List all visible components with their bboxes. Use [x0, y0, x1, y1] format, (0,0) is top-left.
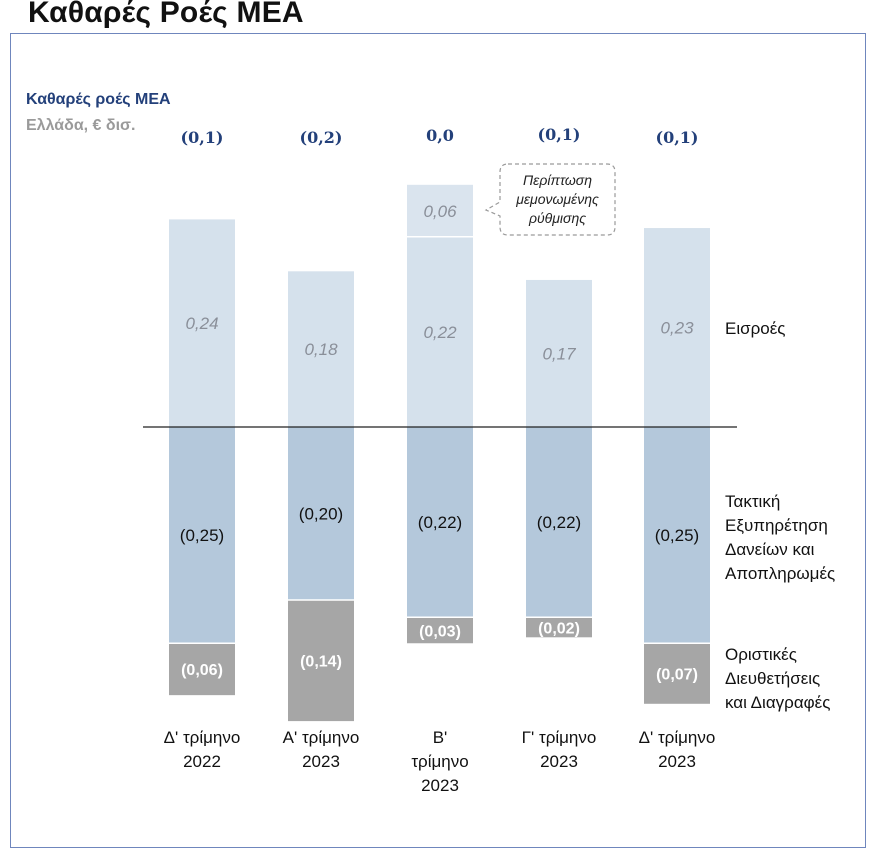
bar-regular-servicing [169, 427, 235, 644]
x-tick-label: Α' τρίμηνο [283, 728, 360, 747]
callout-text: μεμονωμένης [515, 191, 599, 207]
net-flow-label: 0,0 [426, 126, 454, 145]
bar-inflows [169, 219, 235, 427]
bar-inflows [644, 228, 710, 427]
x-tick-label: Δ' τρίμηνο [164, 728, 241, 747]
bar-inflows [526, 279, 592, 427]
bar-label-write-offs: (0,07) [656, 667, 698, 684]
legend-label: Διευθετήσεις [725, 669, 820, 688]
x-tick-label: 2022 [183, 752, 221, 771]
bar-label-regular-servicing: (0,25) [180, 526, 224, 545]
bar-write-offs [526, 617, 592, 638]
bar-label-inflows: 0,22 [423, 323, 457, 342]
bar-label-inflows: 0,17 [542, 344, 576, 363]
bar-label-write-offs: (0,06) [181, 662, 223, 679]
bar-label-inflows: 0,24 [185, 314, 218, 333]
x-tick-label: Δ' τρίμηνο [639, 728, 716, 747]
bar-regular-servicing [407, 427, 473, 618]
bar-inflows [288, 271, 354, 427]
bar-inflows [407, 236, 473, 427]
x-tick-label: Β' [433, 728, 448, 747]
net-flow-label: (0,1) [538, 125, 581, 144]
bar-label-write-offs: (0,02) [538, 620, 580, 637]
x-tick-label: 2023 [421, 776, 459, 795]
bar-write-offs [288, 600, 354, 722]
bar-label-regular-servicing: (0,22) [537, 513, 581, 532]
bar-single-case [407, 184, 473, 237]
bar-label-write-offs: (0,03) [419, 623, 461, 640]
legend-label: Εισροές [725, 319, 786, 338]
x-tick-label: τρίμηνο [411, 752, 468, 771]
bar-label-write-offs: (0,14) [300, 654, 342, 671]
bar-label-regular-servicing: (0,25) [655, 526, 699, 545]
x-tick-label: 2023 [540, 752, 578, 771]
legend-label: Εξυπηρέτηση [725, 516, 828, 535]
legend-label: Δανείων και [725, 540, 815, 559]
bar-write-offs [644, 643, 710, 704]
legend-label: Αποπληρωμές [725, 564, 835, 583]
legend-label: Τακτική [725, 492, 780, 511]
bar-regular-servicing [644, 427, 710, 644]
net-flow-label: (0,1) [181, 128, 224, 147]
x-tick-label: 2023 [658, 752, 696, 771]
bar-regular-servicing [288, 427, 354, 600]
legend-label: και Διαγραφές [725, 693, 830, 712]
callout-bubble [484, 163, 616, 236]
callout-text: ρύθμισης [528, 210, 586, 226]
net-flow-label: (0,2) [300, 128, 343, 147]
callout-text: Περίπτωση [523, 172, 592, 188]
bar-label-regular-servicing: (0,20) [299, 505, 343, 524]
bar-label-single-case: 0,06 [423, 202, 457, 221]
page-title: Καθαρές Ροές ΜΕΑ [28, 0, 304, 29]
bar-label-inflows: 0,18 [304, 340, 338, 359]
x-tick-label: 2023 [302, 752, 340, 771]
legend-label: Οριστικές [725, 645, 797, 664]
bar-write-offs [407, 617, 473, 644]
bar-label-inflows: 0,23 [660, 319, 694, 338]
chart-subtitle: Ελλάδα, € δισ. [26, 117, 136, 134]
bar-label-regular-servicing: (0,22) [418, 513, 462, 532]
net-flow-label: (0,1) [656, 128, 699, 147]
chart-title: Καθαρές ροές ΜΕΑ [26, 91, 171, 108]
bar-regular-servicing [526, 427, 592, 618]
x-tick-label: Γ' τρίμηνο [522, 728, 597, 747]
bar-write-offs [169, 643, 235, 696]
